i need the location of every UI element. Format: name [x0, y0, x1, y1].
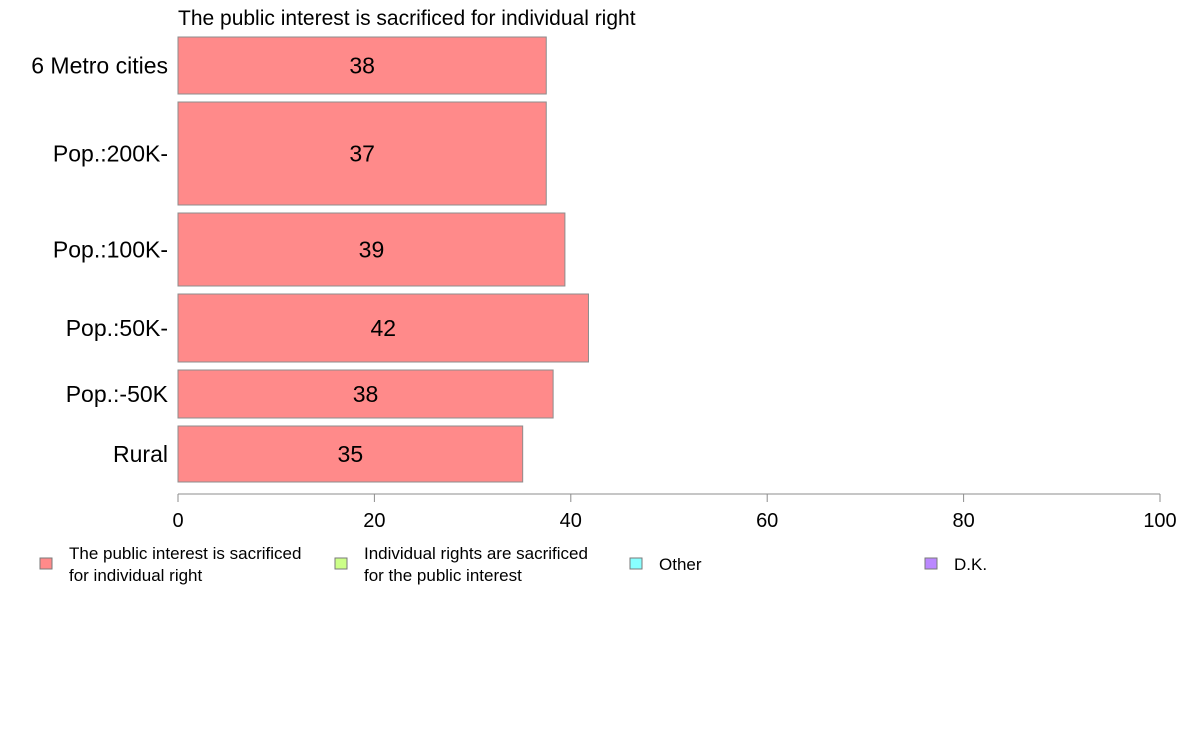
legend-label: Other — [659, 555, 702, 574]
category-label: Pop.:100K- — [53, 237, 168, 263]
legend-swatch — [39, 557, 53, 570]
bars-layer: 38 6 Metro cities 37 Pop.:200K- 39 Pop.:100K-… — [31, 36, 589, 483]
legend-label: The public interest is sacrificed — [69, 544, 301, 563]
legend-label: for individual right — [69, 566, 203, 585]
category-label: Rural — [113, 441, 168, 467]
legend-label: for the public interest — [364, 566, 522, 585]
legend-swatch — [629, 557, 643, 570]
x-tick-label: 20 — [363, 510, 385, 532]
legend-label: D.K. — [954, 555, 987, 574]
bar-value-label: 38 — [349, 53, 375, 79]
x-tick-label: 0 — [172, 510, 183, 532]
legend-swatch — [334, 557, 348, 570]
legend-swatch — [924, 557, 938, 570]
bar — [177, 212, 566, 287]
category-label: Pop.:-50K — [66, 381, 169, 407]
x-axis: 0 20 40 60 80 100 — [172, 493, 1177, 532]
bar — [177, 425, 524, 483]
bar-value-label: 38 — [353, 381, 379, 407]
bar — [177, 369, 554, 419]
x-tick-label: 40 — [560, 510, 582, 532]
legend-label: Individual rights are sacrificed — [364, 544, 588, 563]
category-label: 6 Metro cities — [31, 53, 168, 79]
chart-title: The public interest is sacrificed for in… — [178, 7, 636, 30]
category-label: Pop.:50K- — [66, 315, 168, 341]
x-tick-label: 60 — [756, 510, 778, 532]
legend: The public interest is sacrificed for ind… — [39, 544, 987, 585]
bar-value-label: 35 — [338, 441, 364, 467]
category-label: Pop.:200K- — [53, 141, 168, 167]
bar-value-label: 37 — [349, 141, 375, 167]
bar — [177, 293, 589, 363]
bar-value-label: 39 — [359, 237, 385, 263]
x-tick-label: 80 — [952, 510, 974, 532]
bar — [177, 101, 547, 206]
bar-value-label: 42 — [370, 315, 396, 341]
x-tick-label: 100 — [1143, 510, 1176, 532]
bar — [177, 36, 547, 95]
